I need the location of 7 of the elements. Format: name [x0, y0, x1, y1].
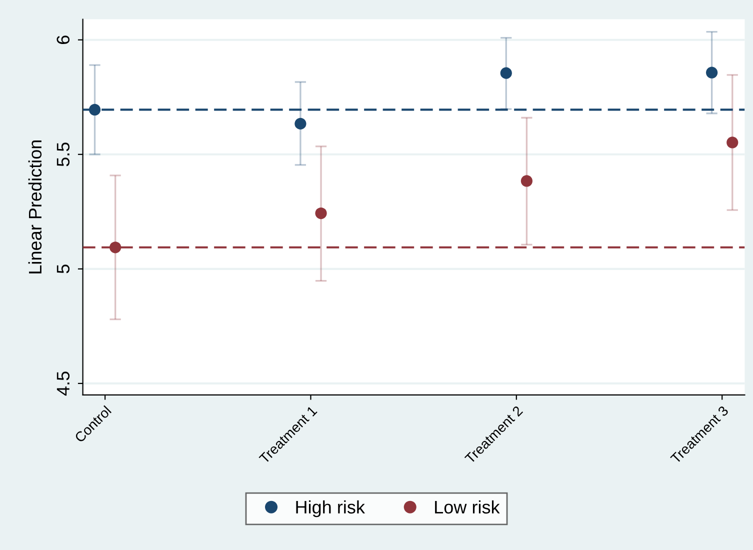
y-tick-label: 5.5 — [56, 142, 70, 166]
y-tick-label: 6 — [56, 36, 70, 44]
y-tick-label: 5 — [56, 264, 70, 274]
legend-label: High risk — [296, 500, 365, 518]
y-axis-title: Linear Prediction — [28, 140, 42, 274]
legend-label: Low risk — [435, 500, 500, 514]
y-tick-label: 4.5 — [56, 372, 70, 396]
